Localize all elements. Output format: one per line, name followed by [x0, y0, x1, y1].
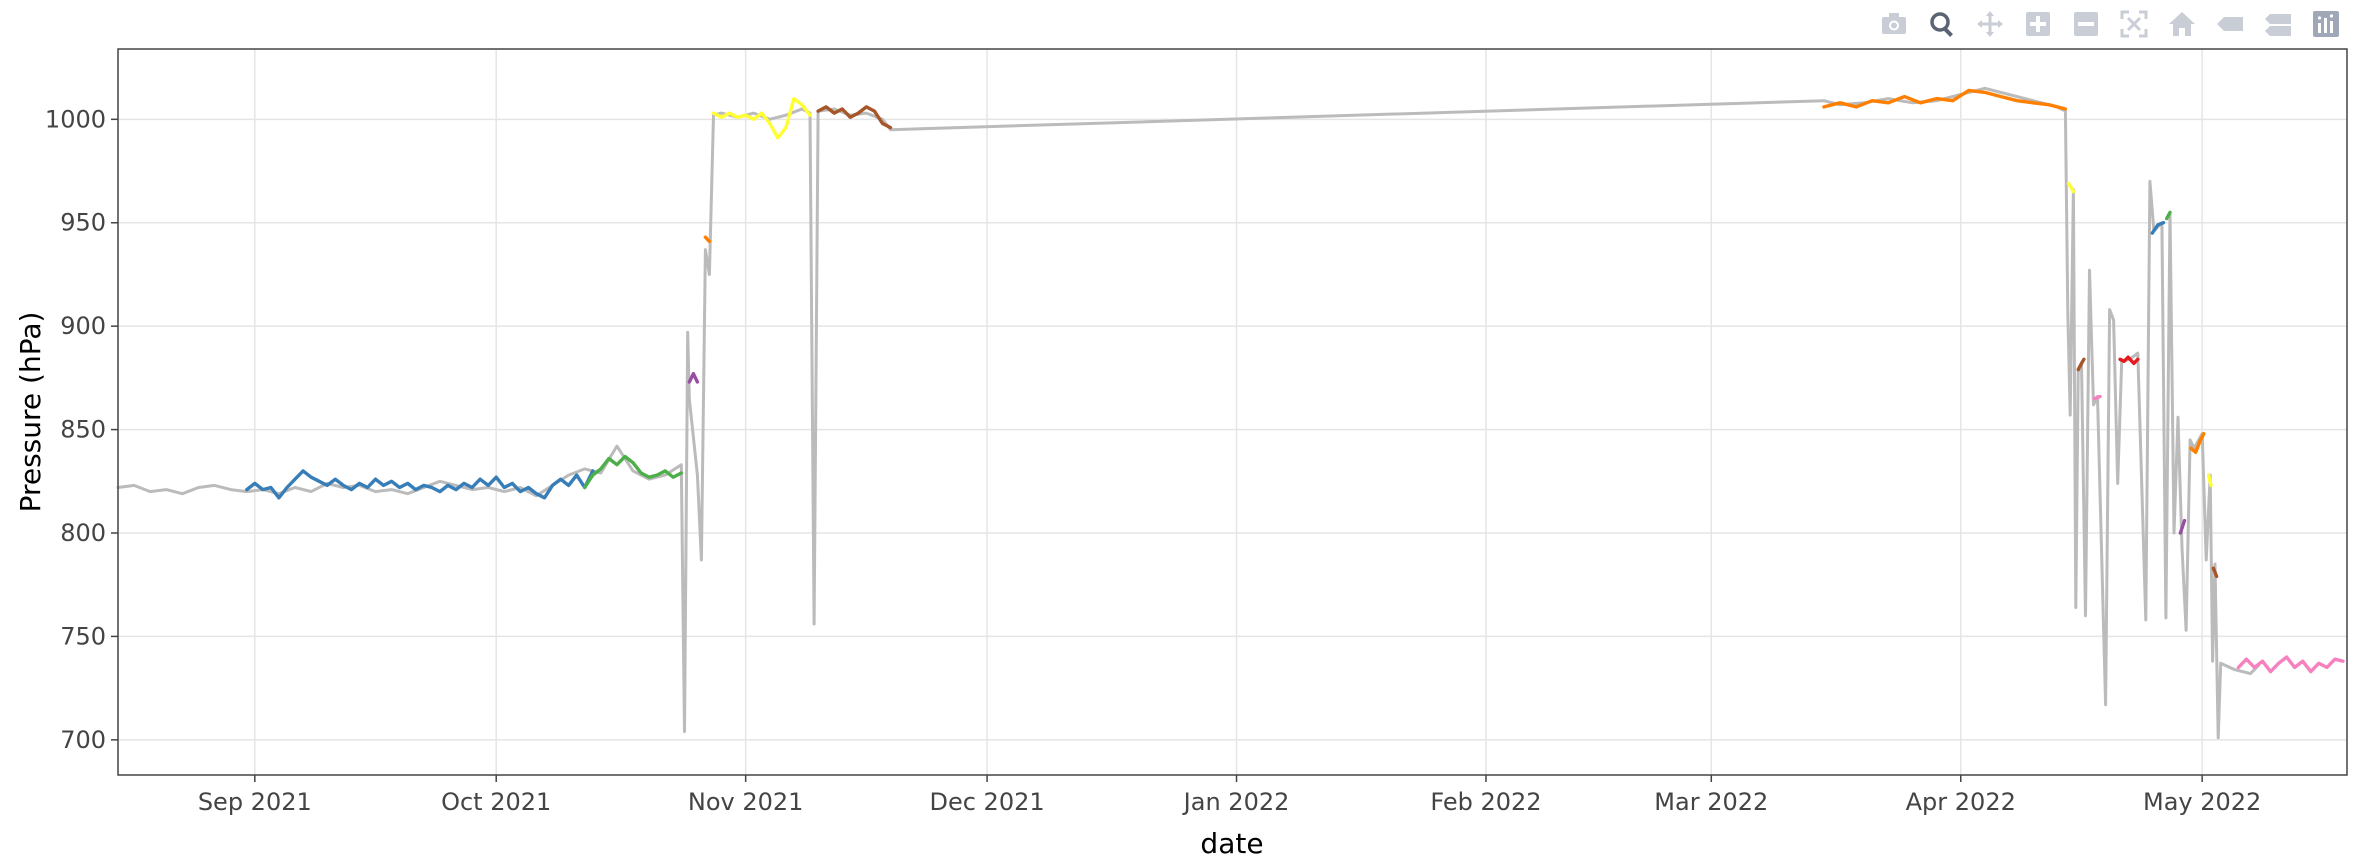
series-line-green[interactable] [2165, 210, 2172, 221]
autoscale-icon [2120, 10, 2148, 38]
series-line-purple[interactable] [687, 372, 700, 384]
zoom-in-button[interactable] [2016, 6, 2060, 42]
x-tick-label: Apr 2022 [1906, 788, 2016, 816]
x-tick-label: Jan 2022 [1182, 788, 1290, 816]
modebar [1872, 6, 2348, 42]
series-line-orange[interactable] [2189, 432, 2206, 454]
series-line-yellow[interactable] [2206, 473, 2213, 488]
series-line-purple[interactable] [2178, 518, 2187, 535]
plot-background [118, 49, 2347, 775]
zoom-in-icon [2026, 12, 2050, 36]
series-line-pink[interactable] [2236, 655, 2345, 674]
home-button[interactable] [2160, 6, 2204, 42]
series-line-yellow[interactable] [2066, 181, 2076, 194]
y-axis-title: Pressure (hPa) [14, 312, 47, 513]
plotly-logo-icon [2313, 11, 2339, 37]
camera-button[interactable] [1872, 6, 1916, 42]
x-tick-label: Nov 2021 [688, 788, 804, 816]
home-icon [2169, 12, 2195, 36]
pan-button[interactable] [1968, 6, 2012, 42]
plot-frame [117, 48, 2348, 776]
series-layer [116, 86, 2345, 740]
camera-icon [1882, 13, 1906, 34]
y-tick-label: 700 [60, 726, 106, 754]
x-axis-title: date [1200, 827, 1263, 856]
zoom-out-button[interactable] [2064, 6, 2108, 42]
y-tick-label: 800 [60, 519, 106, 547]
y-tick-label: 850 [60, 416, 106, 444]
series-line-pink[interactable] [2092, 394, 2102, 401]
hover-closest-icon [2217, 17, 2243, 31]
series-line-red[interactable] [2118, 355, 2140, 366]
series-line-orange[interactable] [1822, 88, 2068, 111]
series-line-blue[interactable] [245, 469, 595, 500]
grid [118, 49, 2347, 775]
y-axis-ticks: 700 750 800 850 900 950 1000 [45, 105, 118, 754]
series-line-brown[interactable] [2076, 357, 2086, 372]
hover-compare-button[interactable] [2256, 6, 2300, 42]
autoscale-button[interactable] [2112, 6, 2156, 42]
hover-closest-button[interactable] [2208, 6, 2252, 42]
zoom-out-icon [2074, 12, 2098, 36]
series-line-orange[interactable] [703, 235, 712, 244]
pan-icon [1977, 11, 2003, 37]
zoom-button[interactable] [1920, 6, 1964, 42]
x-tick-label: Feb 2022 [1430, 788, 1541, 816]
y-tick-label: 950 [60, 209, 106, 237]
x-tick-label: May 2022 [2143, 788, 2261, 816]
x-tick-label: Dec 2021 [929, 788, 1044, 816]
zoom-icon [1930, 12, 1953, 37]
x-tick-label: Sep 2021 [198, 788, 312, 816]
y-tick-label: 1000 [45, 105, 106, 133]
y-tick-label: 750 [60, 622, 106, 650]
x-tick-label: Oct 2021 [441, 788, 551, 816]
series-line-blue[interactable] [2150, 221, 2166, 235]
x-tick-label: Mar 2022 [1654, 788, 1768, 816]
series-line-brown[interactable] [2211, 566, 2219, 579]
series-line-brown[interactable] [816, 105, 893, 130]
plotly-logo-button[interactable] [2304, 6, 2348, 42]
series-line-green[interactable] [583, 454, 683, 490]
series-line-yellow[interactable] [711, 96, 812, 140]
y-tick-label: 900 [60, 312, 106, 340]
hover-compare-icon [2265, 14, 2291, 36]
x-axis-ticks: Sep 2021 Oct 2021 Nov 2021 Dec 2021 Jan 2022… [198, 775, 2261, 816]
